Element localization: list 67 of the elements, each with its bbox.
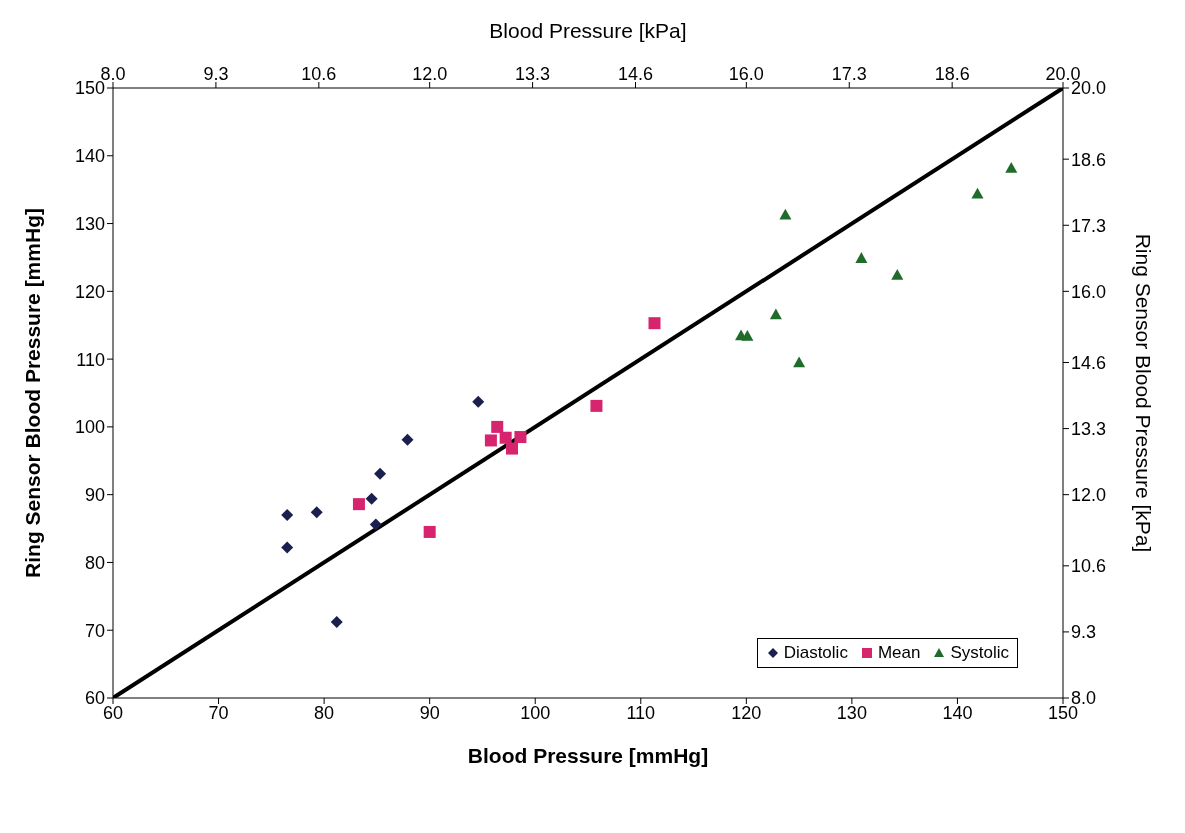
- x2-tick-label: 14.6: [617, 64, 654, 84]
- y2-tick-label: 9.3: [1071, 622, 1097, 643]
- point: [401, 433, 414, 446]
- x-tick-label: 130: [836, 702, 867, 723]
- x-tick-label: 120: [731, 702, 762, 723]
- x-tick-label: 110: [626, 702, 656, 723]
- point: [779, 208, 792, 220]
- point: [769, 308, 782, 320]
- x-tick-label: 90: [419, 702, 440, 723]
- point: [330, 616, 343, 629]
- y2-tick-label: 14.6: [1071, 352, 1107, 373]
- point: [1005, 161, 1018, 173]
- point: [423, 525, 436, 538]
- point: [793, 356, 806, 368]
- legend-label: Diastolic: [783, 643, 848, 663]
- y-tick-label: 130: [74, 213, 105, 234]
- point: [281, 509, 294, 521]
- y2-tick-label: 16.0: [1071, 281, 1107, 302]
- point: [472, 395, 485, 408]
- y-tick-label: 70: [84, 620, 105, 641]
- legend-label: Mean: [877, 643, 921, 663]
- x2-tick-label: 9.3: [203, 64, 229, 84]
- point: [855, 252, 868, 263]
- y2-tick-label: 10.6: [1071, 556, 1107, 577]
- x-tick-label: 100: [520, 702, 551, 723]
- point: [506, 442, 518, 455]
- y-tick-label: 100: [74, 417, 105, 438]
- y2-tick-label: 18.6: [1071, 149, 1107, 170]
- point: [491, 420, 504, 433]
- x2-tick-label: 13.3: [515, 64, 551, 84]
- point: [352, 498, 365, 511]
- x-tick-label: 80: [314, 702, 335, 723]
- y2-tick-label: 12.0: [1071, 485, 1107, 506]
- point: [369, 518, 382, 531]
- point: [374, 467, 387, 480]
- y-tick-label: 90: [84, 485, 105, 506]
- y-axis-title: Ring Sensor Blood Pressure [mmHg]: [21, 208, 45, 578]
- y2-axis-title: Ring Sensor Blood Pressure [kPa]: [1131, 233, 1155, 553]
- x-axis-title: Blood Pressure [mmHg]: [467, 744, 709, 767]
- x2-tick-label: 12.0: [412, 64, 448, 84]
- point: [971, 187, 984, 199]
- x-tick-label: 70: [208, 702, 229, 723]
- x2-tick-label: 10.6: [301, 64, 337, 84]
- point: [590, 399, 603, 412]
- y-tick-label: 110: [76, 349, 105, 370]
- point: [310, 506, 323, 519]
- x2-tick-label: 18.6: [934, 64, 970, 84]
- x-tick-label: 140: [942, 702, 973, 723]
- point: [741, 330, 754, 341]
- legend-label: Systolic: [950, 643, 1009, 663]
- x2-tick-label: 17.3: [831, 64, 867, 84]
- x2-axis-title: Blood Pressure [kPa]: [489, 18, 687, 42]
- y-tick-label: 80: [84, 552, 105, 573]
- point: [499, 431, 512, 444]
- x-tick-label: 60: [102, 702, 124, 723]
- y-tick-label: 60: [84, 688, 105, 709]
- point: [648, 317, 661, 330]
- y2-tick-label: 17.3: [1071, 215, 1107, 236]
- y-tick-label: 140: [74, 146, 105, 167]
- y-tick-label: 120: [74, 281, 105, 302]
- point: [281, 541, 294, 554]
- point: [365, 492, 378, 505]
- point: [484, 434, 497, 447]
- x2-tick-label: 16.0: [728, 64, 764, 84]
- point: [891, 269, 904, 280]
- y2-tick-label: 13.3: [1071, 418, 1107, 439]
- point: [514, 431, 527, 444]
